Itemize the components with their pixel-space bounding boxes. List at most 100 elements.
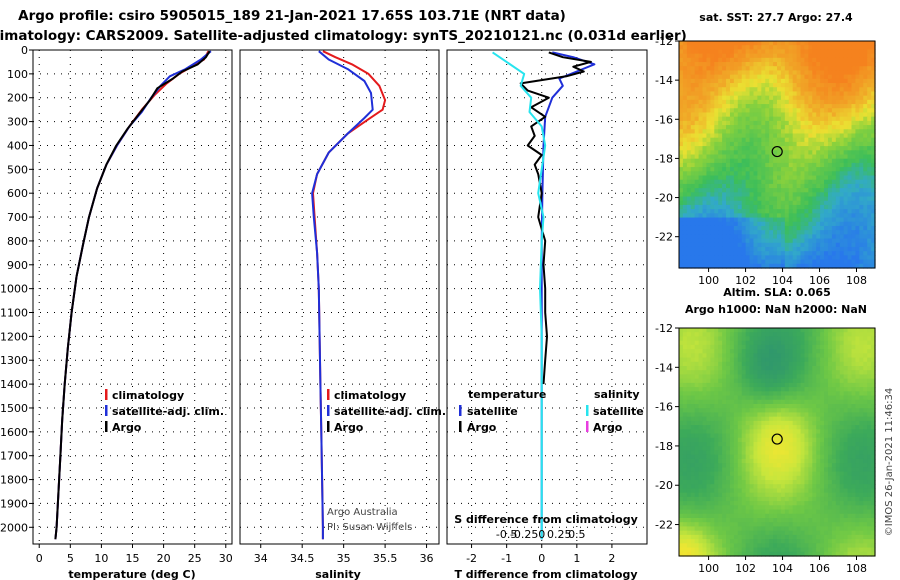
sst-map-cell <box>761 217 766 223</box>
sst-map-cell <box>855 263 860 269</box>
sla-map-cell <box>784 382 790 388</box>
sst-map-cell <box>812 234 817 240</box>
sst-map-cell <box>777 251 782 256</box>
sst-map-cell <box>718 49 723 55</box>
sla-map-cell <box>722 353 727 359</box>
sla-map-cell <box>749 416 755 422</box>
sla-map-cell <box>706 378 711 384</box>
sst-map-cell <box>808 129 813 135</box>
sst-map-cell <box>867 183 872 189</box>
sla-map-cell <box>741 357 747 363</box>
sst-map-cell <box>769 137 774 143</box>
sla-map-cell <box>867 349 872 354</box>
sla-map-cell <box>835 450 841 456</box>
sla-map-cell <box>682 450 688 456</box>
sst-map-cell <box>808 217 813 223</box>
sst-map-cell <box>780 162 786 168</box>
sst-map-cell <box>761 150 766 156</box>
sla-map-cell <box>773 454 778 460</box>
sla-map-cell <box>777 442 782 447</box>
sla-map-cell <box>726 442 731 447</box>
sla-map-cell <box>827 450 833 456</box>
sst-map-cell <box>702 99 708 105</box>
sla-map-cell <box>780 442 786 447</box>
sst-map-cell <box>702 179 708 185</box>
pressure-tick-label: 900 <box>7 259 28 272</box>
sst-map-cell <box>710 158 715 164</box>
sla-map-cell <box>831 480 837 485</box>
sst-map-cell <box>800 120 806 126</box>
sst-map-cell <box>777 91 782 97</box>
sst-map-cell <box>722 209 727 214</box>
sst-map-cell <box>843 87 849 93</box>
sla-map-cell <box>733 366 739 371</box>
sst-map-cell <box>698 171 704 177</box>
sla-map-cell <box>800 420 806 426</box>
sst-map-cell <box>792 238 798 244</box>
sst-map-cell <box>831 112 837 118</box>
sst-map-cell <box>710 129 715 135</box>
sst-map-cell <box>694 175 700 181</box>
sst-map-cell <box>792 45 798 50</box>
sla-map-cell <box>784 395 790 401</box>
sla-map-cell <box>753 361 758 367</box>
sla-map-cell <box>851 484 856 490</box>
sla-map-cell <box>859 336 864 342</box>
sst-map-cell <box>726 53 731 59</box>
sst-map-cell <box>800 192 806 198</box>
sst-map-lon-label: 102 <box>735 274 756 287</box>
sst-map-cell <box>859 167 864 172</box>
sla-map-cell <box>706 429 711 435</box>
sst-map-cell <box>824 57 829 63</box>
sst-map-cell <box>741 62 747 67</box>
sst-map-cell <box>726 242 731 248</box>
sst-map-cell <box>831 221 837 227</box>
sst-map-cell <box>820 74 825 80</box>
sst-map-cell <box>788 70 794 76</box>
sst-map-cell <box>800 162 806 168</box>
sst-map-cell <box>702 154 708 160</box>
sst-map-cell <box>706 188 711 193</box>
sla-map-cell <box>686 353 692 359</box>
sst-map-cell <box>804 146 809 151</box>
sst-map-cell <box>729 125 735 130</box>
sla-map-cell <box>863 412 868 418</box>
sst-map-cell <box>690 259 696 265</box>
sla-map-cell <box>690 425 696 430</box>
sla-map-cell <box>698 408 704 414</box>
sla-map-cell <box>808 463 813 468</box>
sla-map-cell <box>769 382 774 388</box>
sla-map-cell <box>812 399 817 405</box>
sla-map-cell <box>816 374 821 380</box>
sla-map-cell <box>702 332 708 338</box>
sla-map-cell <box>729 471 735 477</box>
sst-map-cell <box>859 242 864 248</box>
sst-map-cell <box>808 179 813 185</box>
sst-map-cell <box>788 167 794 172</box>
sst-map-cell <box>867 259 872 265</box>
sst-map-cell <box>777 196 782 202</box>
sst-map-cell <box>792 87 798 93</box>
sla-map-cell <box>702 370 708 376</box>
sla-map-cell <box>804 463 809 468</box>
sst-map-cell <box>694 62 700 67</box>
sst-map-cell <box>816 125 821 130</box>
sla-map-cell <box>682 412 688 418</box>
sst-map-cell <box>867 91 872 97</box>
sst-map-cell <box>714 183 719 189</box>
sst-map-cell <box>726 209 731 214</box>
sst-map-cell <box>710 162 715 168</box>
sst-map-cell <box>679 209 684 214</box>
sst-map-cell <box>757 200 762 206</box>
sst-map-cell <box>682 200 688 206</box>
sla-map-cell <box>710 484 715 490</box>
sst-map-cell <box>808 137 813 143</box>
sst-map-cell <box>839 183 845 189</box>
sst-map-cell <box>769 91 774 97</box>
sla-map-cell <box>757 463 762 468</box>
sst-map-cell <box>831 141 837 147</box>
sst-map-frame <box>678 40 876 269</box>
sst-map-cell <box>804 238 809 244</box>
sst-map-cell <box>831 234 837 240</box>
sst-map-cell <box>820 217 825 223</box>
